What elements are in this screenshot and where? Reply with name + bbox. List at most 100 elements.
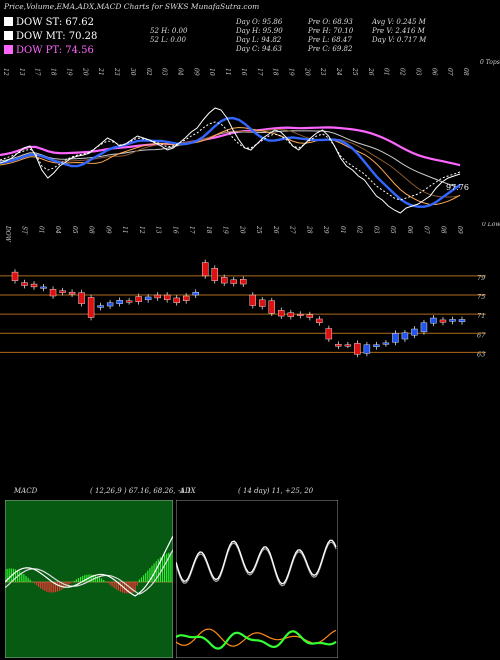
candle-up [392, 333, 399, 343]
ema-date-label: 17 [34, 68, 41, 76]
ema-mid-line [0, 126, 461, 205]
ema-date-label: 18 [272, 68, 279, 76]
legend-label: DOW MT: 70.28 [16, 31, 98, 42]
ema-date-label: 13 [18, 68, 25, 76]
price-level-label: 63 [477, 350, 485, 358]
candle-down [325, 328, 333, 340]
candle-down [78, 292, 85, 304]
stat-pre-close: Pre C: 69.82 [308, 45, 353, 53]
candle-up [363, 344, 371, 354]
ema-date-label: 19 [288, 68, 295, 76]
ema-corner-label: 0 Tops [480, 59, 500, 66]
price-level-label: 71 [477, 312, 485, 320]
price-date-label: 25 [255, 225, 262, 234]
ema-mt-line [0, 130, 461, 188]
legend-label: DOW ST: 67.62 [16, 17, 95, 28]
ema-date-label: 09 [192, 68, 199, 76]
candle-up [458, 319, 466, 323]
macd-chart [5, 500, 173, 658]
ema-right-label: 97.76 [446, 183, 469, 192]
candle-up [373, 344, 380, 347]
ema-date-label: 20 [303, 67, 310, 76]
candle-up [40, 286, 47, 289]
ema-price-line-b [0, 121, 461, 201]
price-date-label: 01 [339, 226, 346, 234]
stat-avg-volume: Avg V: 0.245 M [372, 18, 426, 26]
candle-up [116, 300, 123, 304]
price-date-label: 06 [406, 226, 413, 234]
chart-title: Price,Volume,EMA,ADX,MACD Charts for SWK… [4, 2, 260, 11]
candle-down [87, 297, 95, 318]
price-date-label: DOW [4, 225, 11, 243]
legend-dow-pt: DOW PT: 74.56 [4, 45, 94, 56]
price-date-label: 01 [37, 226, 44, 234]
candle-down [154, 294, 161, 299]
legend-swatch [4, 31, 13, 40]
price-date-label: 12 [138, 226, 145, 234]
candle-down [306, 314, 314, 318]
ema-date-label: 04 [176, 68, 183, 76]
price-date-label: 02 [356, 226, 363, 234]
candle-down [287, 312, 295, 317]
price-date-label: 09 [456, 226, 463, 234]
stat-pre-open: Pre O: 68.93 [308, 18, 353, 26]
candle-up [449, 319, 456, 322]
candle-down [135, 296, 142, 302]
price-date-label: 19 [222, 226, 229, 234]
ema-date-label: 23 [113, 67, 120, 76]
candle-down [249, 294, 256, 306]
candle-down [59, 290, 66, 293]
ema-date-label: 24 [335, 67, 342, 76]
ema-st-line [0, 116, 461, 208]
price-date-label: 03 [372, 226, 379, 234]
price-date-label: 11 [121, 226, 128, 234]
legend-dow-mt: DOW MT: 70.28 [4, 31, 97, 42]
ema-date-label: 03 [414, 68, 421, 76]
legend-label: DOW PT: 74.56 [16, 45, 94, 56]
legend-swatch [4, 17, 13, 26]
macd-params: ( 12,26,9 ) 67.16, 68.26, -1.1 [90, 487, 192, 495]
price-date-label: 08 [439, 226, 446, 234]
candle-up [97, 305, 104, 308]
macd-title: MACD [14, 487, 38, 495]
price-date-label: 28 [305, 225, 312, 234]
ema-date-label: 17 [256, 68, 263, 76]
adx-title: ADX [180, 487, 196, 495]
candle-down [316, 318, 323, 323]
candle-up [106, 302, 114, 307]
price-date-label: 05 [389, 226, 396, 234]
price-date-label: 08 [88, 226, 95, 234]
ema-price-line [0, 107, 461, 214]
candle-down [335, 344, 342, 347]
adx-line [176, 539, 337, 585]
stat-day-volume: Day V: 0.717 M [372, 36, 427, 44]
ema-chart: 12 13 17 18 19 20 21 23 30 02 03 04 09 10 11 16 17 18 19 20… [0, 59, 500, 214]
candle-down [211, 268, 218, 281]
ema-date-label: 25 [351, 67, 358, 76]
ema-date-label: 07 [446, 68, 453, 76]
candle-up [382, 342, 390, 345]
stat-pre-low: Pre L: 68.47 [308, 36, 352, 44]
candle-down [182, 295, 190, 301]
candle-down [202, 262, 209, 277]
ema-date-label: 26 [367, 67, 374, 76]
ema-date-label: 23 [319, 67, 326, 76]
stat-pre-volume: Pre V: 2.416 M [372, 27, 425, 35]
price-date-label: 26 [272, 225, 279, 234]
ema-date-label: 20 [81, 67, 88, 76]
stat-day-high: Day H: 95.90 [236, 27, 283, 35]
ema-date-label: 16 [240, 68, 247, 76]
price-date-label: 09 [104, 226, 111, 234]
price-date-label: 07 [423, 226, 430, 234]
price-date-label: 16 [171, 226, 178, 234]
ema-date-label: 21 [97, 67, 104, 76]
legend-dow-st: DOW ST: 67.62 [4, 17, 94, 28]
price-date-label: ST [21, 226, 28, 235]
candle-up [430, 317, 437, 324]
ema-date-label: 01 [383, 68, 390, 76]
candle-down [344, 344, 352, 347]
candle-down [125, 300, 133, 303]
ema-date-label: 08 [462, 68, 469, 76]
candle-down [297, 313, 304, 316]
ema-date-label: 10 [208, 68, 215, 76]
